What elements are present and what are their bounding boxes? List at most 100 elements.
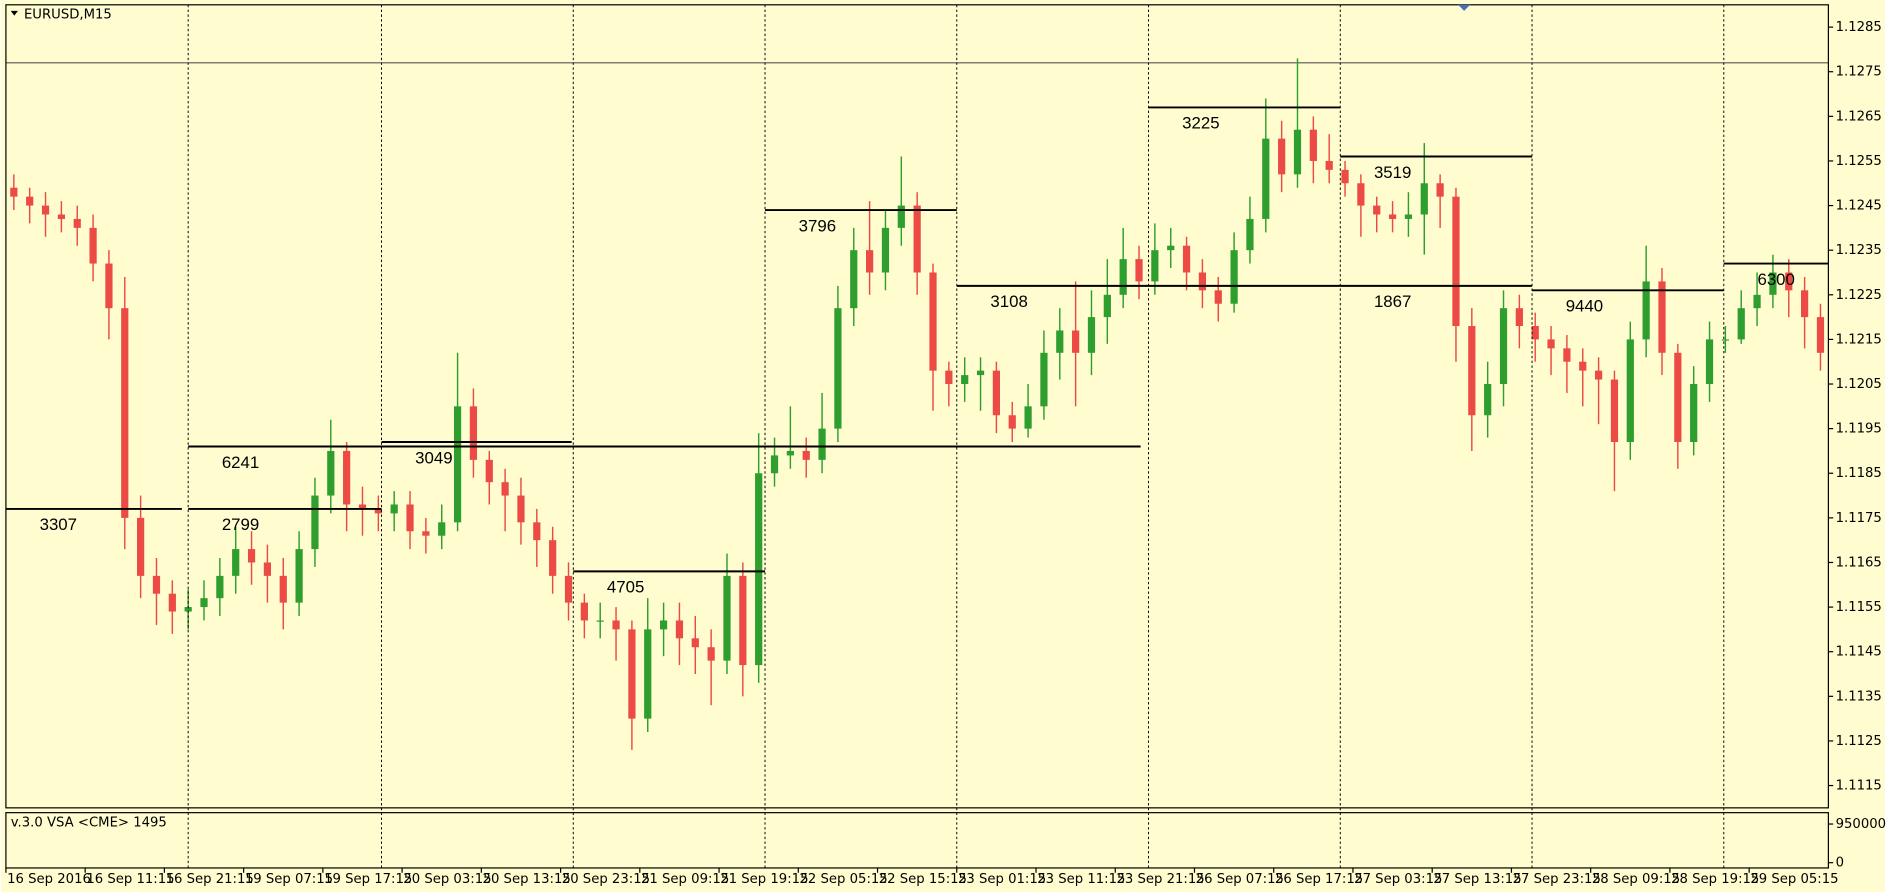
candle-body: [723, 575, 731, 661]
candle-body: [1182, 245, 1191, 273]
y-tick-label: 1.1195: [1836, 422, 1882, 437]
candle-body: [1373, 205, 1381, 215]
x-tick-label: 16 Sep 11:15: [86, 872, 174, 887]
candle-body: [105, 263, 113, 309]
x-tick-label: 26 Sep 17:15: [1275, 872, 1363, 887]
candle-body: [802, 450, 810, 460]
x-tick-label: 29 Sep 05:15: [1750, 872, 1838, 887]
candle-body: [580, 602, 588, 621]
candle-body: [739, 575, 747, 666]
x-tick-label: 23 Sep 01:15: [958, 872, 1046, 887]
candle-body: [1531, 326, 1539, 340]
candle-body: [1278, 138, 1286, 175]
candle-body: [1214, 290, 1222, 304]
candle-body: [786, 450, 794, 456]
y-tick-label: 1.1165: [1836, 555, 1882, 570]
y-tick-label: 1.1255: [1836, 154, 1882, 169]
candle-body: [1103, 294, 1111, 318]
candle-body: [549, 540, 557, 576]
candle-body: [1594, 370, 1603, 380]
candle-body: [929, 272, 937, 371]
y-tick-label: 1.1175: [1836, 511, 1882, 526]
candle-body: [866, 250, 874, 273]
candle-body: [26, 196, 34, 206]
y-tick-label: 1.1125: [1836, 734, 1882, 749]
candle-body: [1325, 160, 1333, 170]
candle-body: [1230, 250, 1238, 304]
candle-body: [913, 205, 921, 273]
y-tick-label: 1.1185: [1836, 466, 1882, 481]
candle-body: [564, 575, 573, 603]
level-label: 4705: [607, 578, 644, 597]
candle-body: [644, 629, 652, 719]
candle-body: [1151, 250, 1159, 282]
scroll-marker: [1458, 4, 1471, 11]
level-label: 6241: [222, 453, 259, 472]
price-plot: 3307 2799 6241 3049 4705 3796 3108 3225 1867 3519…: [5, 58, 1829, 750]
candle-body: [1357, 183, 1365, 206]
x-tick-label: 21 Sep 09:15: [641, 872, 729, 887]
candle-body: [311, 495, 319, 550]
candle-body: [295, 549, 303, 603]
y-tick-label: 1.1275: [1836, 65, 1882, 80]
candle-body: [1119, 259, 1127, 295]
level-label: 3796: [799, 216, 836, 235]
candle-body: [755, 473, 763, 666]
x-tick-label: 16 Sep 2016: [7, 872, 91, 887]
candle-body: [501, 482, 509, 496]
candle-body: [453, 406, 462, 523]
candle-body: [57, 214, 65, 219]
level-label: 1867: [1374, 292, 1411, 311]
candle-body: [945, 370, 953, 385]
candle-body: [121, 308, 129, 518]
candle-body: [1072, 330, 1080, 353]
candle-body: [438, 522, 446, 536]
candle-body: [327, 450, 335, 496]
candle-body: [961, 375, 969, 385]
indicator-tick-label: 0: [1836, 856, 1844, 871]
plot-border: [5, 4, 1829, 809]
candle-body: [1801, 290, 1809, 318]
candle-body: [1341, 169, 1349, 184]
candle-body: [1816, 317, 1825, 353]
candle-body: [279, 575, 287, 603]
candle-body: [1436, 183, 1444, 197]
candle-body: [628, 629, 636, 719]
candle-body: [1309, 129, 1317, 161]
candle-body: [770, 455, 779, 474]
candle-body: [1690, 384, 1698, 443]
candle-body: [596, 620, 604, 622]
menu-arrow[interactable]: [10, 10, 18, 16]
candle-body: [1515, 308, 1523, 327]
candle-body: [1167, 245, 1175, 251]
candle-body: [1293, 129, 1302, 175]
candle-body: [1452, 196, 1460, 327]
candle-body: [1246, 218, 1254, 251]
y-tick-label: 1.1225: [1836, 288, 1882, 303]
candle-body: [1420, 183, 1428, 215]
candle-body: [1658, 281, 1666, 353]
candle-body: [675, 620, 684, 639]
y-tick-label: 1.1215: [1836, 332, 1882, 347]
candle-body: [897, 205, 905, 228]
candle-body: [1769, 272, 1777, 295]
x-tick-label: 28 Sep 09:15: [1592, 872, 1680, 887]
y-tick-label: 1.1205: [1836, 377, 1882, 392]
x-tick-label: 27 Sep 13:15: [1433, 872, 1521, 887]
y-tick-label: 1.1145: [1836, 645, 1882, 660]
candle-body: [1056, 330, 1064, 353]
candle-body: [216, 575, 224, 599]
candle-body: [422, 531, 430, 536]
candle-body: [992, 370, 1000, 416]
candle-body: [1040, 352, 1048, 407]
candle-body: [184, 607, 192, 612]
candle-body: [533, 522, 541, 541]
level-label: 3519: [1374, 163, 1411, 182]
candle-body: [168, 593, 176, 612]
candle-body: [390, 504, 398, 514]
y-tick-label: 1.1155: [1836, 600, 1882, 615]
candle-body: [1753, 294, 1761, 309]
level-label: 3108: [990, 292, 1027, 311]
candle-body: [247, 549, 256, 563]
x-tick-label: 20 Sep 23:15: [562, 872, 650, 887]
